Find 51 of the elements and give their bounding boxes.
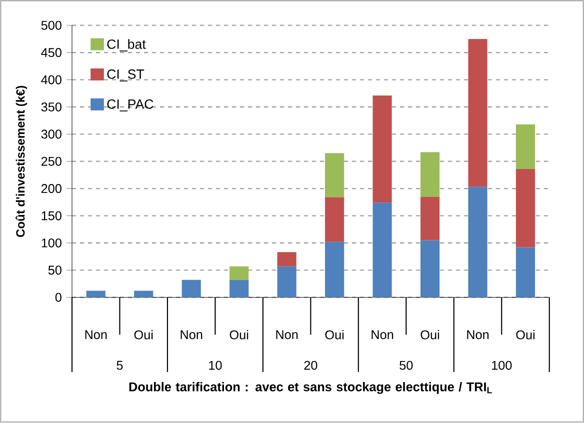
bar <box>324 242 344 298</box>
y-tick-label: 500 <box>41 21 62 30</box>
legend-label: CI_PAC <box>107 100 154 112</box>
legend-label: CI_bat <box>107 39 146 52</box>
text: 5 <box>116 361 123 370</box>
x-tick-label: Oui <box>325 330 344 340</box>
bar <box>324 197 344 242</box>
legend-label: CI_ST <box>107 70 144 82</box>
y-tick-label: 400 <box>41 75 62 84</box>
y-tick-label: 450 <box>41 48 62 58</box>
y-tick-label: 50 <box>48 266 62 275</box>
x-tick-label: Non <box>180 330 202 340</box>
y-axis-title: Coût d'investissement (k€) <box>16 86 28 238</box>
bar <box>420 240 440 298</box>
bar <box>277 252 296 266</box>
bar <box>468 187 488 298</box>
y-tick-label: 300 <box>41 130 62 139</box>
x-tick-label: Non <box>85 330 107 340</box>
y-tick-label: 350 <box>41 102 62 112</box>
x-tick-label: Oui <box>230 330 248 340</box>
bar <box>134 290 154 298</box>
bar <box>86 290 106 298</box>
bar <box>516 169 536 248</box>
bar <box>372 96 392 203</box>
bar <box>372 202 392 298</box>
text: 10 <box>209 361 222 370</box>
x-tick-label: Non <box>467 330 489 340</box>
bar <box>324 153 344 198</box>
x-tick-label: Oui <box>516 330 534 340</box>
bar <box>420 196 440 240</box>
text: 50 <box>400 361 413 370</box>
x-tick-label: Non <box>372 330 394 340</box>
bar <box>420 152 440 197</box>
text: 100 <box>492 361 512 370</box>
x-tick-label: Oui <box>134 330 153 340</box>
bar <box>182 280 201 298</box>
bar <box>277 266 296 298</box>
bar <box>230 280 249 298</box>
x-axis-title: Double tarification : avec et sans stockage electtique / TRI$_{L}$ <box>129 382 492 394</box>
y-tick-label: 250 <box>41 157 62 166</box>
bar <box>516 124 536 170</box>
x-tick-label: Non <box>276 330 298 340</box>
text: 20 <box>304 361 318 370</box>
y-tick-label: 100 <box>42 238 62 248</box>
bar <box>230 266 249 280</box>
x-tick-label: Oui <box>420 330 440 340</box>
y-tick-label: 200 <box>41 184 62 194</box>
bar <box>516 247 536 298</box>
y-tick-label: 150 <box>42 211 62 220</box>
bar <box>468 39 488 188</box>
y-tick-label: 0 <box>55 293 62 302</box>
